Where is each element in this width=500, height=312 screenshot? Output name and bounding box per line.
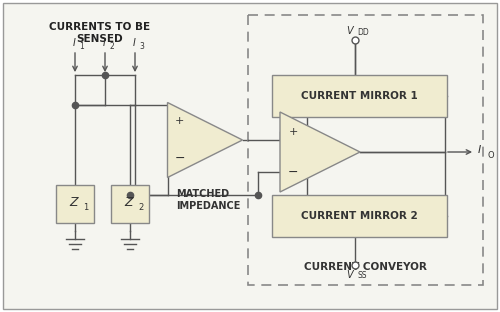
- Text: 1: 1: [83, 202, 88, 212]
- Text: 1: 1: [79, 42, 84, 51]
- Text: O: O: [487, 150, 494, 159]
- Text: DD: DD: [357, 28, 369, 37]
- Polygon shape: [168, 103, 242, 178]
- Text: I: I: [102, 38, 106, 48]
- Text: I: I: [478, 145, 481, 155]
- Text: CURRENT MIRROR 2: CURRENT MIRROR 2: [301, 211, 418, 221]
- Text: −: −: [174, 152, 185, 165]
- Polygon shape: [280, 112, 360, 192]
- Text: +: +: [288, 127, 298, 137]
- Text: MATCHED
IMPEDANCE: MATCHED IMPEDANCE: [176, 189, 240, 211]
- Text: CURRENT MIRROR 1: CURRENT MIRROR 1: [301, 91, 418, 101]
- Text: V: V: [346, 270, 353, 280]
- Text: CURRENTS TO BE
SENSED: CURRENTS TO BE SENSED: [50, 22, 150, 44]
- Text: I: I: [132, 38, 136, 48]
- Bar: [272, 75, 447, 117]
- Bar: [248, 15, 483, 285]
- Text: −: −: [288, 165, 298, 178]
- Text: I: I: [72, 38, 76, 48]
- Bar: [56, 185, 94, 223]
- Text: 2: 2: [109, 42, 114, 51]
- Text: 2: 2: [138, 202, 143, 212]
- Text: SS: SS: [357, 271, 366, 280]
- Text: V: V: [346, 26, 353, 36]
- Text: CURRENT CONVEYOR: CURRENT CONVEYOR: [304, 262, 427, 272]
- Bar: [272, 195, 447, 237]
- Text: 3: 3: [139, 42, 144, 51]
- Text: Z: Z: [124, 196, 134, 208]
- Bar: [111, 185, 149, 223]
- Text: Z: Z: [70, 196, 78, 208]
- Text: +: +: [175, 116, 184, 126]
